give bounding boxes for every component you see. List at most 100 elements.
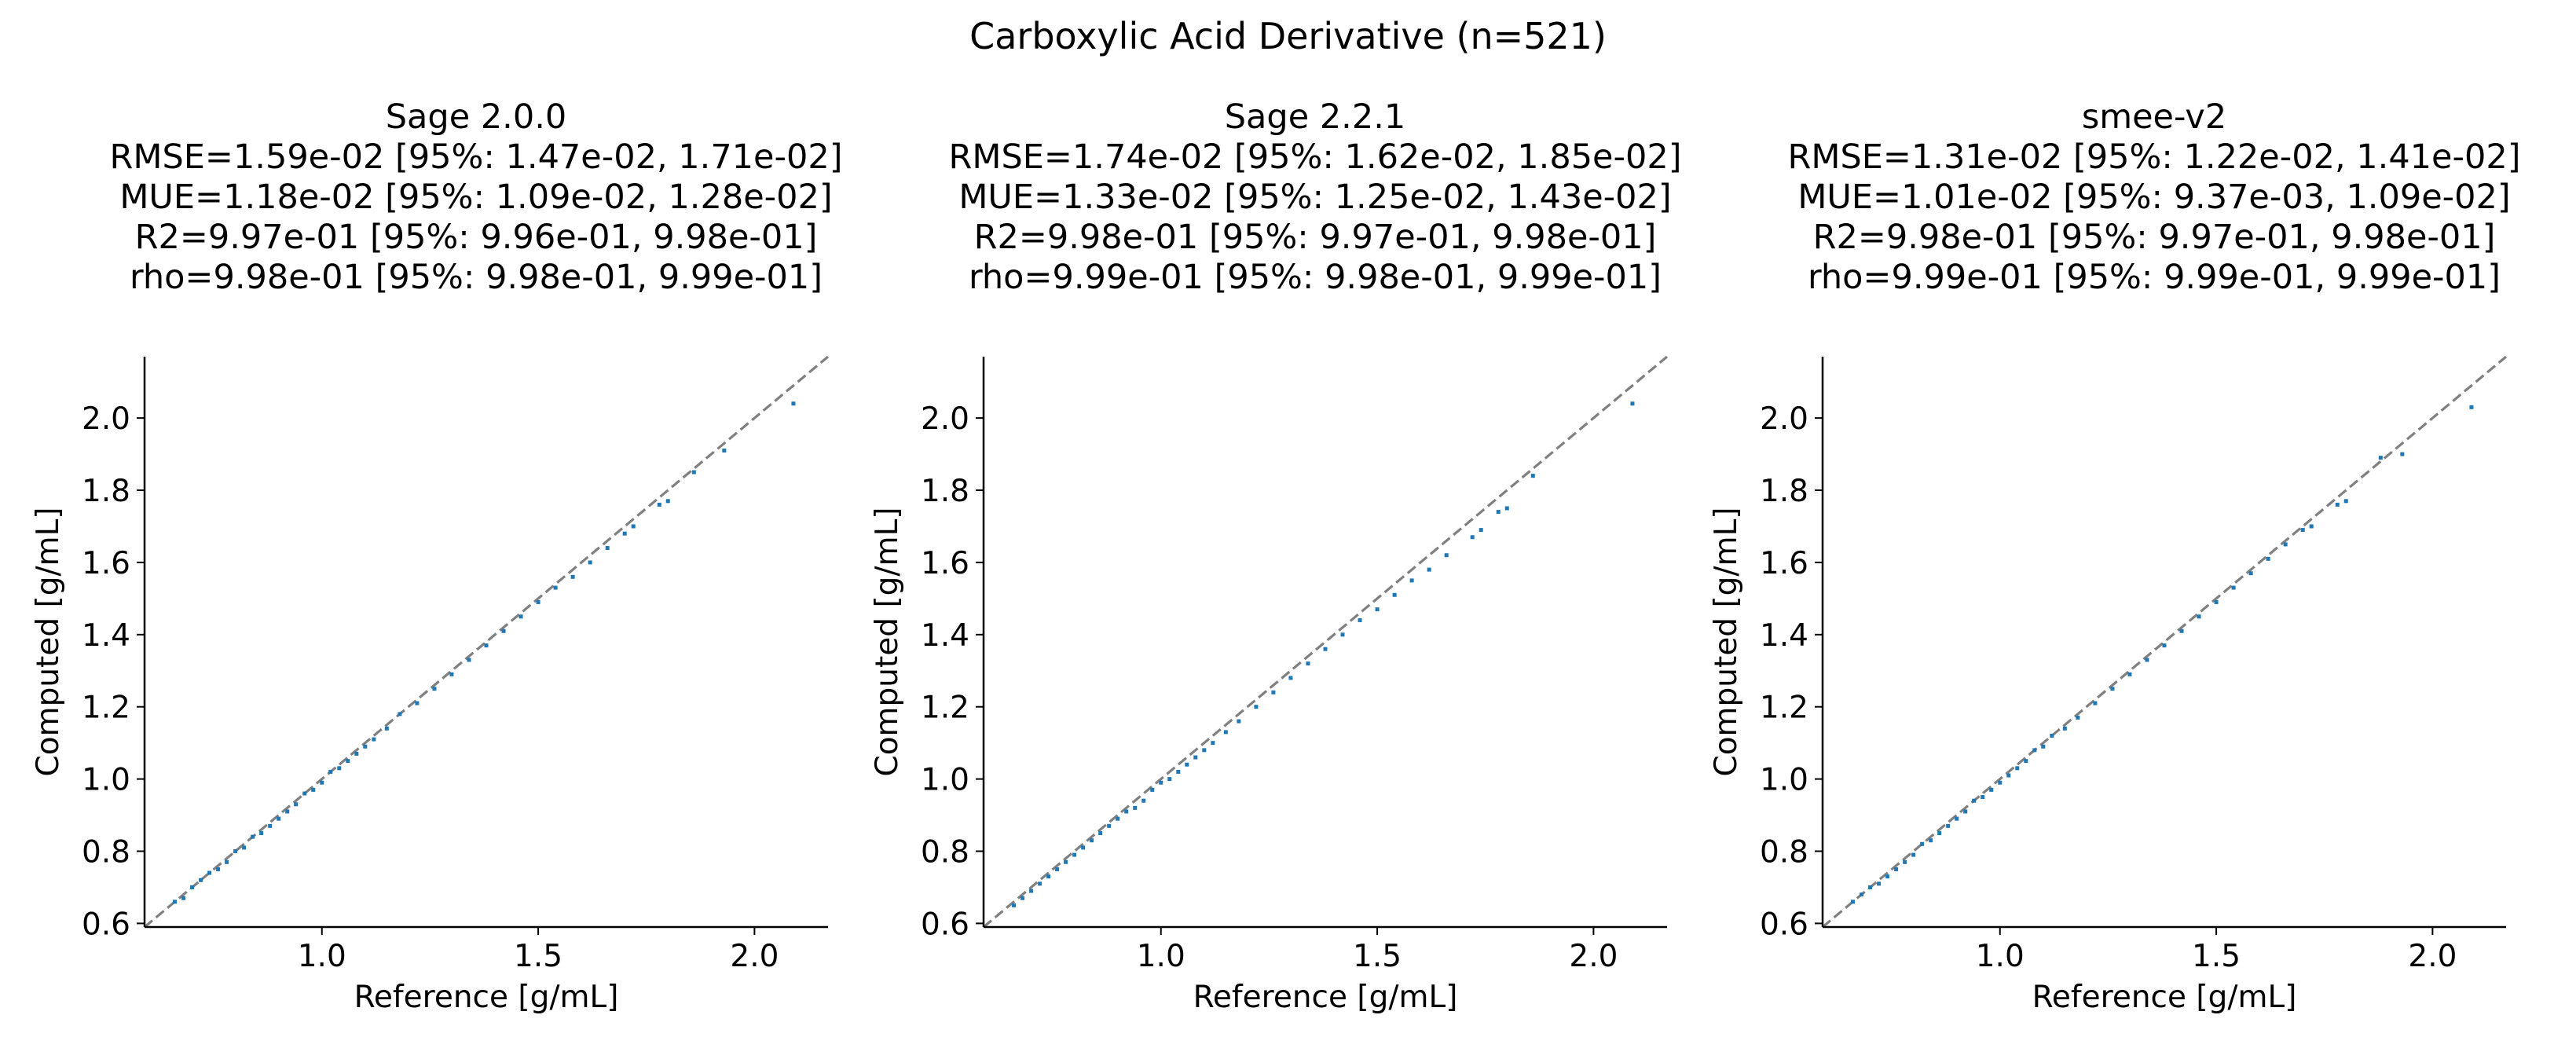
panel-1-data-point	[665, 499, 670, 504]
panel-2-x-tick-label: 2.0	[1569, 939, 1618, 974]
panel-3-data-point	[2024, 759, 2028, 764]
panel-2-data-point	[1141, 798, 1146, 803]
panel-2-data-point	[1306, 661, 1310, 666]
panel-2-data-point	[1254, 705, 1259, 709]
panel-1-data-point	[337, 766, 342, 771]
panel-3-data-point	[1963, 809, 1968, 814]
panel-2-data-point	[1223, 730, 1228, 735]
panel-3-data-point	[1860, 892, 1864, 897]
panel-3-data-point	[1877, 881, 1882, 886]
figure-title: Carboxylic Acid Derivative (n=521)	[969, 15, 1607, 57]
panel-2-data-point	[1150, 787, 1155, 792]
panel-2: 1.0 1.5 2.0 0.6 0.8 1.0 1.2 1.4 1.6 1.8 2.0 Referen…	[870, 355, 1669, 1015]
panel-1-rmse: RMSE=1.59e-02 [95%: 1.47e-02, 1.71e-02]	[109, 137, 843, 177]
panel-2-data-point	[1470, 535, 1475, 540]
panel-3-data-point	[1955, 816, 1959, 821]
panel-3-r2: R2=9.98e-01 [95%: 9.97e-01, 9.98e-01]	[1812, 218, 2496, 257]
panel-3-data-point	[2248, 571, 2253, 576]
panel-2-data-point	[1116, 816, 1120, 821]
panel-2-y-tick-label: 1.6	[921, 546, 969, 581]
panel-3-data-point	[2179, 628, 2184, 633]
panel-2-data-point	[1211, 741, 1215, 746]
panel-1-data-point	[173, 900, 178, 904]
panel-1-data-point	[605, 546, 610, 551]
panel-3-data-point	[2300, 528, 2305, 533]
panel-3-y-tick-label: 1.4	[1760, 618, 1808, 654]
panel-1-data-point	[259, 831, 264, 836]
panel-1-data-point	[302, 791, 307, 796]
panel-2-data-point	[1392, 592, 1397, 597]
panel-1-x-tick-label: 1.0	[298, 939, 346, 974]
panel-3-data-point	[2335, 502, 2340, 507]
panel-3-data-point	[2032, 748, 2037, 753]
panel-3-y-tick-label: 2.0	[1760, 401, 1808, 437]
panel-1-data-point	[384, 726, 389, 731]
panel-1-mue: MUE=1.18e-02 [95%: 1.09e-02, 1.28e-02]	[119, 178, 833, 217]
panel-2-data-point	[1237, 719, 1241, 724]
panel-3-rho: rho=9.99e-01 [95%: 9.99e-01, 9.99e-01]	[1807, 258, 2501, 297]
panel-3-y-tick-label: 1.0	[1760, 763, 1808, 798]
panel-3-x-tick-label: 1.0	[1976, 939, 2025, 974]
panel-1-data-point	[277, 816, 281, 821]
panel-1: 1.0 1.5 2.0 0.6 0.8 1.0 1.2 1.4 1.6 1.8 2.0 Referen…	[31, 355, 830, 1015]
panel-2-data-point	[1046, 874, 1051, 879]
panel-3-data-point	[1851, 900, 1856, 904]
panel-2-rmse: RMSE=1.74e-02 [95%: 1.62e-02, 1.85e-02]	[948, 137, 1682, 177]
panel-3: 1.0 1.5 2.0 0.6 0.8 1.0 1.2 1.4 1.6 1.8 2.0 Referen…	[1709, 355, 2508, 1015]
panel-3-data-point	[2050, 733, 2054, 738]
panel-title-3: smee-v2 RMSE=1.31e-02 [95%: 1.22e-02, 1.…	[1722, 97, 2576, 298]
panel-3-data-point	[2006, 773, 2011, 778]
panel-3-diagonal-line	[1821, 355, 2508, 929]
panel-2-data-point	[1124, 809, 1129, 814]
panel-1-x-tick-label: 1.5	[514, 939, 562, 974]
panel-1-x-axis-label: Reference [g/mL]	[354, 980, 619, 1015]
panel-2-y-tick-label: 1.2	[921, 691, 969, 726]
panel-2-data-point	[1375, 607, 1380, 612]
panel-2-data-point	[1167, 777, 1172, 782]
panel-1-diagonal-line	[143, 355, 830, 929]
panel-2-data-point	[1444, 553, 1449, 558]
panel-3-mue: MUE=1.01e-02 [95%: 9.37e-03, 1.09e-02]	[1797, 178, 2511, 217]
panel-2-mue: MUE=1.33e-02 [95%: 1.25e-02, 1.43e-02]	[958, 178, 1672, 217]
panel-1-data-point	[449, 672, 454, 676]
panel-2-data-point	[1159, 780, 1163, 785]
panel-2-y-tick-label: 1.0	[921, 763, 969, 798]
panel-1-data-point	[722, 448, 727, 453]
panel-2-data-point	[1323, 647, 1328, 651]
panel-2-data-point	[1133, 805, 1138, 810]
panel-2-data-point	[1090, 838, 1094, 843]
panel-2-data-point	[1409, 578, 1414, 583]
panel-2-y-axis-label: Computed [g/mL]	[870, 507, 905, 776]
panel-1-data-point	[294, 802, 299, 807]
panel-3-model-name: smee-v2	[2081, 97, 2227, 137]
panel-3-data-point	[1981, 795, 1985, 800]
panel-3-data-point	[1937, 831, 1942, 836]
panel-3-y-tick-label: 1.6	[1760, 546, 1808, 581]
panel-1-data-point	[199, 878, 203, 882]
panel-3-x-axis-label: Reference [g/mL]	[2032, 980, 2297, 1015]
panel-1-data-point	[207, 870, 212, 875]
panel-1-model-name: Sage 2.0.0	[385, 97, 567, 137]
panel-1-data-point	[484, 643, 489, 648]
panel-3-data-point	[2378, 456, 2383, 460]
panel-2-data-point	[1193, 755, 1198, 760]
panel-2-data-point	[1021, 896, 1025, 900]
panel-3-data-point	[2266, 556, 2270, 561]
panel-2-data-point	[1098, 831, 1103, 836]
panel-1-data-point	[553, 585, 558, 590]
panel-3-y-tick-label: 1.8	[1760, 474, 1808, 509]
panel-2-y-tick-label: 0.8	[921, 835, 969, 870]
panel-1-data-point	[225, 859, 229, 864]
panel-2-data-point	[1479, 528, 1483, 533]
panel-2-data-point	[1202, 748, 1207, 753]
panel-1-data-point	[346, 759, 350, 764]
panel-3-data-point	[2231, 585, 2236, 590]
panel-1-data-point	[518, 614, 523, 619]
panel-3-data-point	[2469, 405, 2474, 409]
panel-2-data-point	[1038, 881, 1042, 886]
panel-3-data-point	[2110, 687, 2115, 691]
panel-3-rmse: RMSE=1.31e-02 [95%: 1.22e-02, 1.41e-02]	[1787, 137, 2521, 177]
panel-1-data-point	[311, 787, 316, 792]
panel-3-data-point	[1868, 885, 1873, 889]
panel-3-y-tick-label: 0.6	[1760, 907, 1808, 942]
